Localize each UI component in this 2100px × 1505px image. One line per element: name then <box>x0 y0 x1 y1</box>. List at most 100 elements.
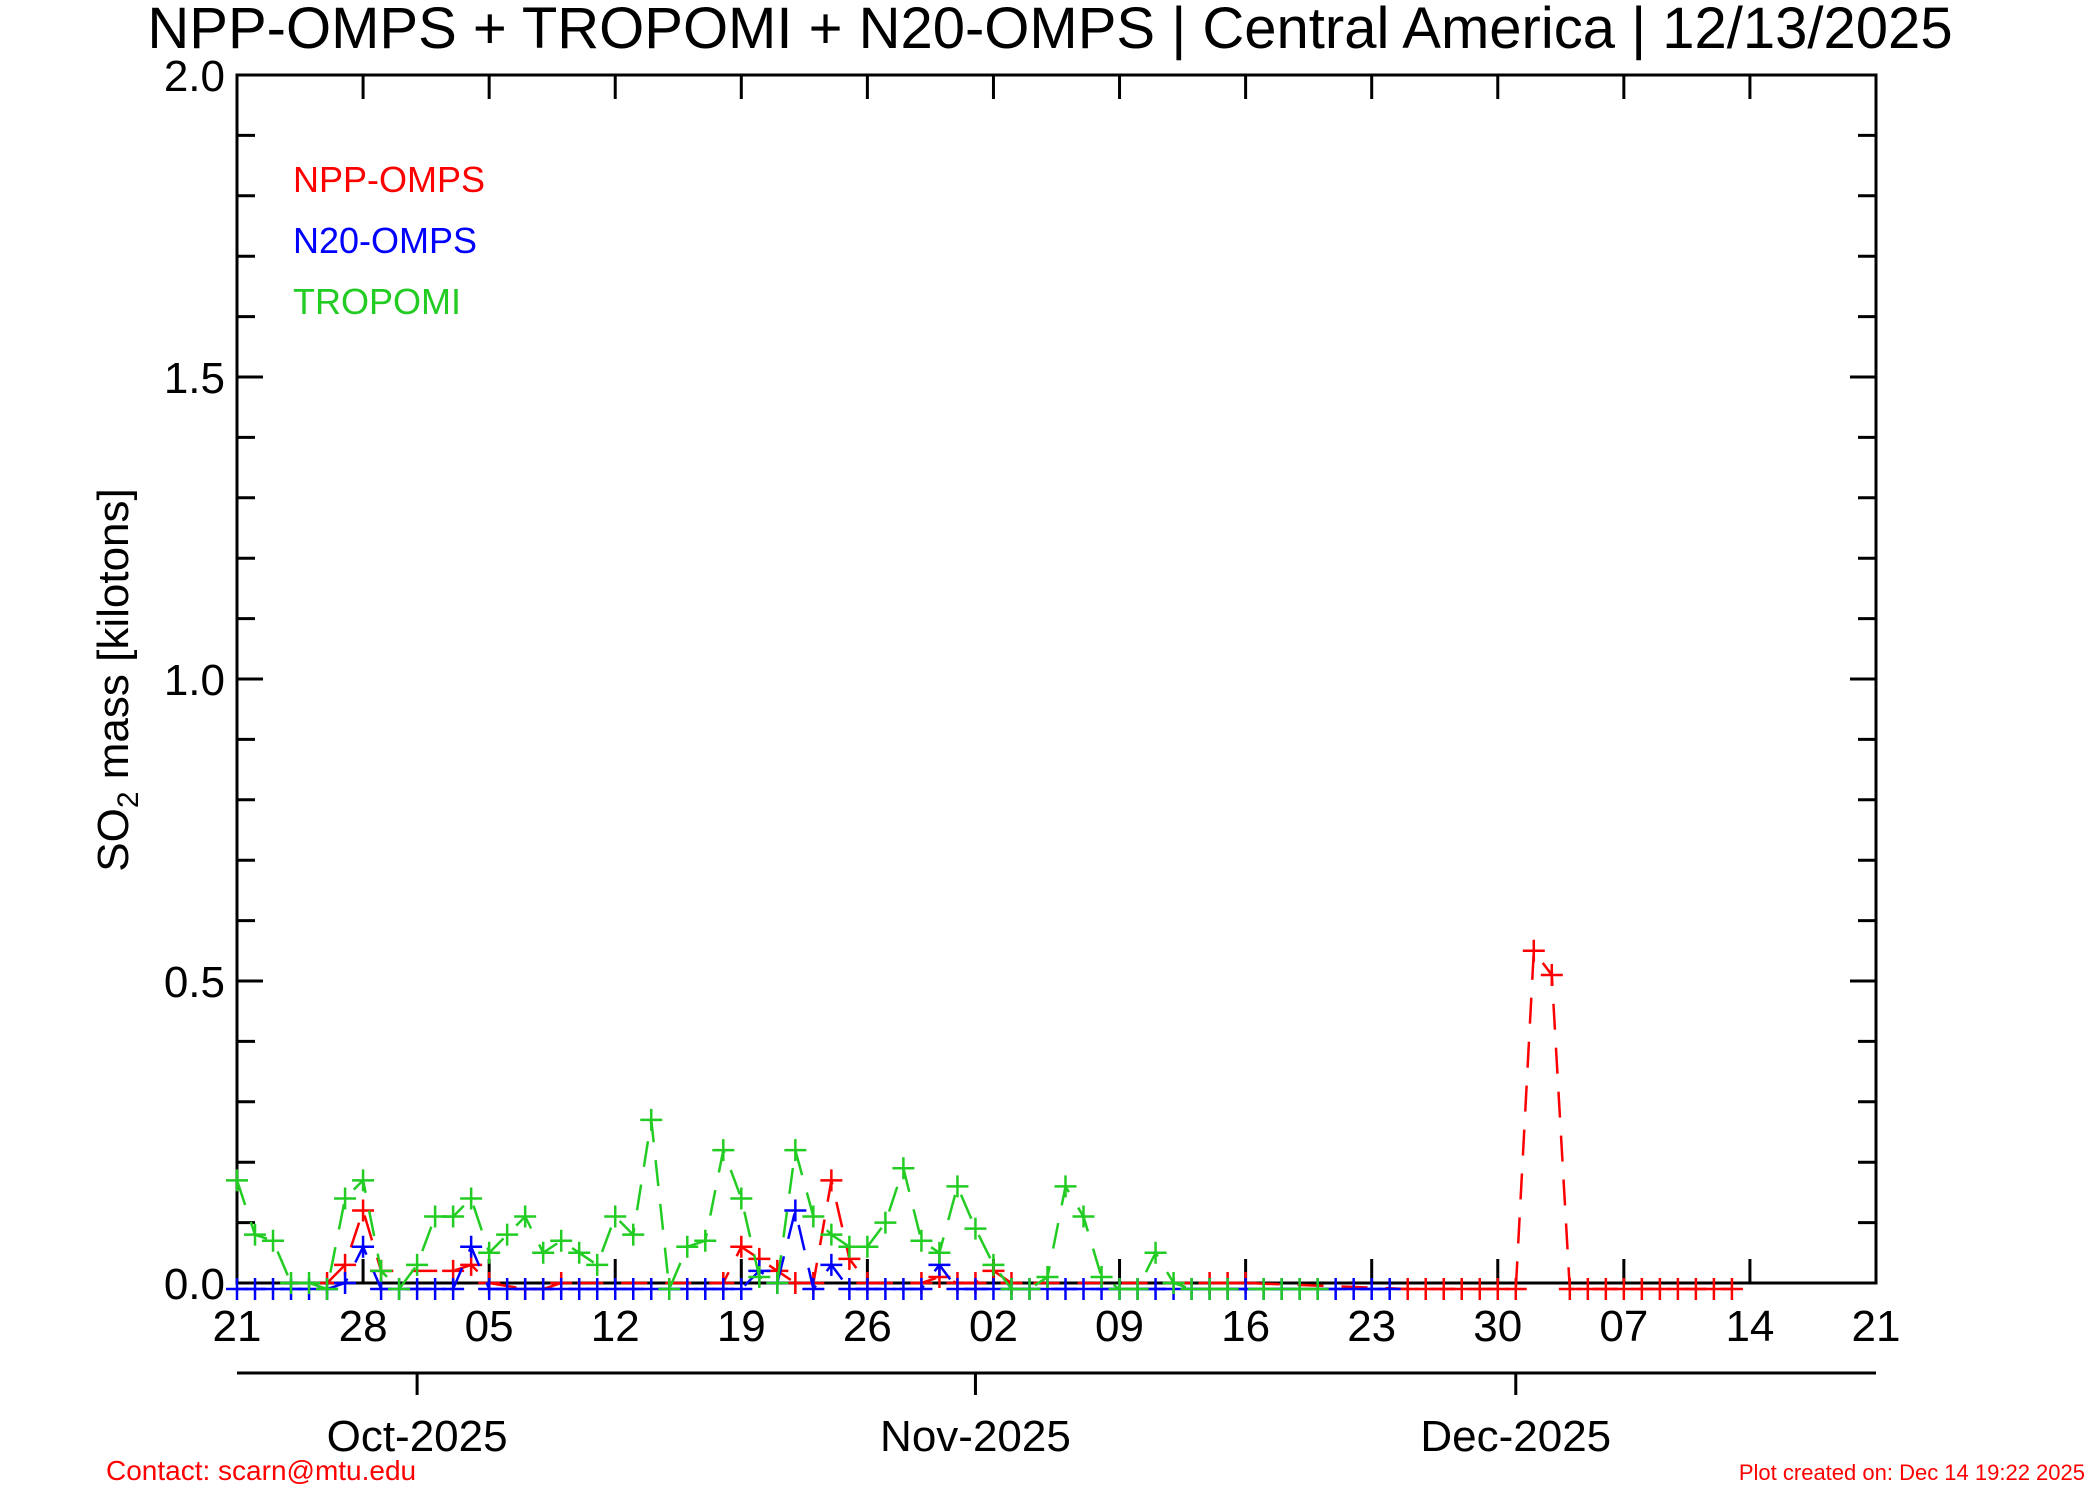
y-tick-label: 1.5 <box>164 354 225 403</box>
data-point <box>1018 1278 1041 1301</box>
data-point <box>406 1253 429 1276</box>
x-tick-label: 16 <box>1221 1302 1270 1351</box>
month-label: Dec-2025 <box>1420 1412 1611 1461</box>
data-point <box>586 1253 609 1276</box>
data-point <box>964 1217 987 1240</box>
data-point <box>1054 1175 1077 1198</box>
legend: NPP-OMPS N20-OMPS TROPOMI <box>293 159 485 322</box>
y-axis-label-rest: mass [kilotons] <box>89 488 138 791</box>
y-axis-label: SO2 mass [kilotons] <box>89 488 145 871</box>
data-point <box>1072 1205 1095 1228</box>
data-point <box>568 1241 591 1264</box>
data-point <box>820 1253 843 1276</box>
data-point <box>1720 1278 1743 1301</box>
data-point <box>1090 1265 1113 1288</box>
data-point <box>622 1223 645 1246</box>
data-point <box>874 1211 897 1234</box>
data-point <box>460 1187 483 1210</box>
data-point <box>1504 1278 1527 1301</box>
data-point <box>1306 1278 1329 1301</box>
data-point <box>730 1278 753 1301</box>
data-point <box>802 1205 825 1228</box>
data-point <box>550 1229 573 1252</box>
x-tick-label: 21 <box>1852 1302 1901 1351</box>
data-point <box>820 1223 843 1246</box>
data-point <box>694 1229 717 1252</box>
data-point <box>820 1169 843 1192</box>
data-point <box>748 1265 771 1288</box>
x-tick-label: 05 <box>465 1302 514 1351</box>
data-point <box>1144 1241 1167 1264</box>
data-point <box>712 1139 735 1162</box>
y-tick-label: 0.0 <box>164 1260 225 1309</box>
x-tick-label: 07 <box>1599 1302 1648 1351</box>
data-point <box>298 1272 321 1294</box>
x-tick-label: 28 <box>339 1302 388 1351</box>
footer-contact: Contact: scarn@mtu.edu <box>106 1455 416 1486</box>
data-point <box>352 1199 375 1222</box>
data-point <box>910 1278 933 1301</box>
data-point <box>784 1199 807 1222</box>
data-point <box>1216 1278 1239 1301</box>
data-point <box>514 1205 537 1228</box>
series-npp-omps <box>316 939 1743 1301</box>
data-point <box>1378 1278 1401 1301</box>
data-point <box>928 1241 951 1264</box>
month-label: Oct-2025 <box>327 1412 508 1461</box>
chart-title: NPP-OMPS + TROPOMI + N20-OMPS | Central … <box>147 0 1952 61</box>
data-point <box>604 1205 627 1228</box>
data-point <box>262 1229 285 1252</box>
data-point <box>784 1139 807 1162</box>
data-point <box>244 1223 267 1246</box>
data-point <box>658 1278 681 1301</box>
data-point <box>676 1235 699 1258</box>
x-tick-label: 19 <box>717 1302 766 1351</box>
data-point <box>442 1278 465 1301</box>
data-point <box>802 1278 825 1301</box>
data-point <box>856 1235 879 1258</box>
data-point <box>640 1108 663 1131</box>
data-point <box>226 1169 248 1192</box>
data-point <box>442 1205 465 1228</box>
data-point <box>766 1272 789 1294</box>
data-point <box>730 1187 753 1210</box>
y-tick-label: 0.5 <box>164 958 225 1007</box>
axis-ticks: 0.0 0.5 1.0 1.5 2.0 21 28 05 12 19 26 02 09 16 23 30 07 1… <box>164 52 1901 1461</box>
x-tick-label: 23 <box>1347 1302 1396 1351</box>
data-point <box>1522 939 1545 962</box>
series-line <box>326 947 1732 1291</box>
data-point <box>982 1253 1005 1276</box>
data-point <box>334 1187 357 1210</box>
x-tick-label: 26 <box>843 1302 892 1351</box>
data-point <box>370 1259 393 1282</box>
y-axis-label-main: SO <box>89 808 138 872</box>
y-axis-label-subscript: 2 <box>112 791 145 808</box>
footer-created: Plot created on: Dec 14 19:22 2025 <box>1739 1460 2085 1485</box>
x-tick-label: 14 <box>1725 1302 1774 1351</box>
data-point <box>946 1175 969 1198</box>
x-tick-label: 09 <box>1095 1302 1144 1351</box>
legend-entry: N20-OMPS <box>293 220 477 261</box>
data-point <box>460 1235 483 1258</box>
y-tick-label: 1.0 <box>164 656 225 705</box>
data-point <box>478 1241 501 1264</box>
x-tick-label: 02 <box>969 1302 1018 1351</box>
data-point <box>910 1229 933 1252</box>
legend-entry: NPP-OMPS <box>293 159 485 200</box>
data-point <box>496 1223 519 1246</box>
legend-entry: TROPOMI <box>293 281 461 322</box>
data-point <box>532 1241 555 1264</box>
data-point <box>334 1272 357 1294</box>
data-point <box>316 1278 339 1301</box>
data-point <box>352 1235 375 1258</box>
data-point <box>1126 1278 1149 1301</box>
month-label: Nov-2025 <box>880 1412 1071 1461</box>
x-tick-label: 12 <box>591 1302 640 1351</box>
plot-axes <box>235 73 1878 1285</box>
data-point <box>352 1169 375 1192</box>
data-point <box>892 1157 915 1180</box>
data-point <box>1162 1272 1185 1294</box>
data-series <box>226 939 1743 1301</box>
